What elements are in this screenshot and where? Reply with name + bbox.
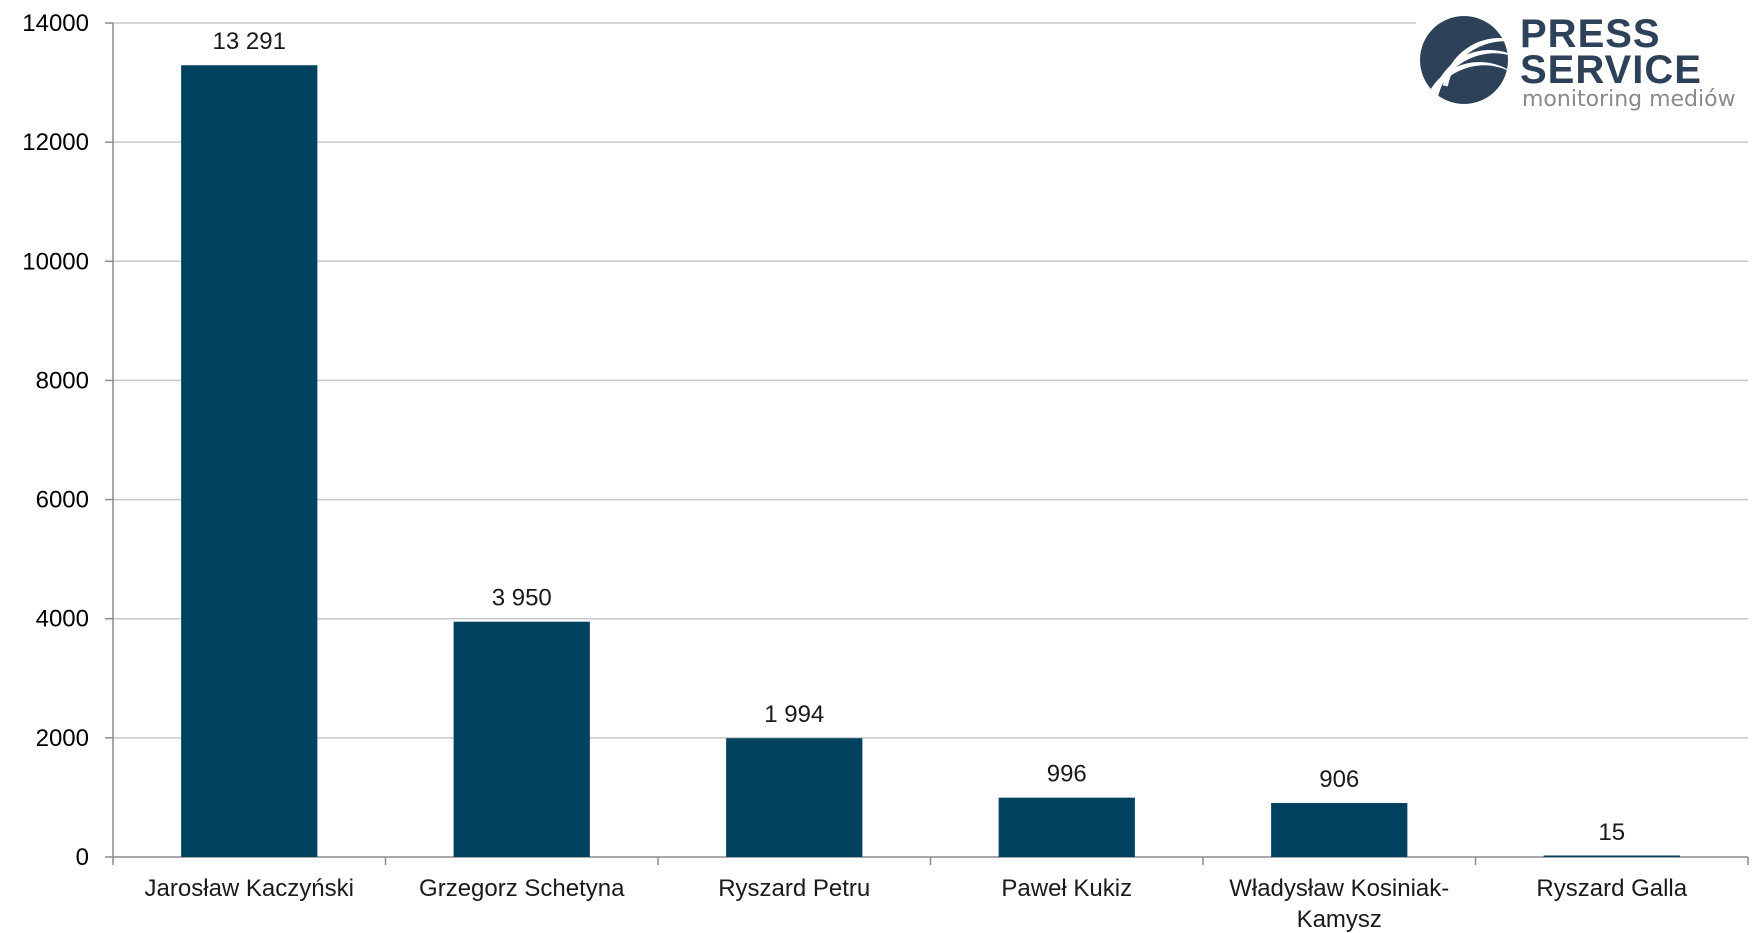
y-tick-label: 14000	[22, 10, 89, 37]
category-label: Jarosław Kaczyński	[145, 875, 354, 902]
category-label-line: Kamysz	[1297, 906, 1382, 933]
logo-service-text: SERVICE	[1520, 48, 1702, 92]
category-label-line: Władysław Kosiniak-	[1229, 875, 1449, 902]
data-label: 996	[1047, 761, 1087, 788]
category-label-line: Ryszard Galla	[1536, 875, 1687, 902]
bar	[453, 621, 590, 857]
category-labels: Jarosław Kaczyński Grzegorz Schetyna Rysza…	[145, 875, 1688, 933]
bars	[181, 65, 1680, 857]
bar	[726, 738, 863, 857]
logo-tagline: monitoring mediów	[1522, 87, 1736, 112]
y-tick-label: 0	[76, 844, 89, 871]
data-label: 15	[1598, 819, 1625, 846]
y-tick-label: 4000	[36, 606, 89, 633]
data-label: 1 994	[764, 701, 824, 728]
bar	[1543, 855, 1680, 857]
bar	[1271, 803, 1408, 857]
category-label: Władysław Kosiniak- Kamysz	[1229, 875, 1449, 933]
press-service-logo: PRESS SERVICE monitoring mediów	[1416, 12, 1762, 114]
category-label: Grzegorz Schetyna	[419, 875, 625, 902]
category-label-line: Paweł Kukiz	[1001, 875, 1132, 902]
logo-wave-icon	[1420, 16, 1508, 104]
y-tick-label: 8000	[36, 367, 89, 394]
data-label: 3 950	[492, 585, 552, 612]
category-label-line: Ryszard Petru	[718, 875, 870, 902]
gridlines	[113, 22, 1748, 739]
y-tick-label: 10000	[22, 248, 89, 275]
axes	[105, 22, 1749, 865]
data-label: 13 291	[213, 28, 286, 55]
category-label: Ryszard Petru	[718, 875, 870, 902]
y-axis-ticks: 0 2000 4000 6000 8000 10000 12000 14000	[22, 10, 89, 871]
data-label: 906	[1319, 766, 1359, 793]
category-label-line: Jarosław Kaczyński	[145, 875, 354, 902]
category-label: Paweł Kukiz	[1001, 875, 1132, 902]
y-tick-label: 6000	[36, 487, 89, 514]
y-tick-label: 12000	[22, 129, 89, 156]
category-label-line: Grzegorz Schetyna	[419, 875, 625, 902]
bar	[998, 797, 1135, 857]
data-labels: 13 291 3 950 1 994 996 906 15	[213, 28, 1626, 846]
logo-press-text: PRESS	[1520, 12, 1661, 56]
y-tick-label: 2000	[36, 725, 89, 752]
bar	[181, 65, 318, 857]
category-label: Ryszard Galla	[1536, 875, 1687, 902]
